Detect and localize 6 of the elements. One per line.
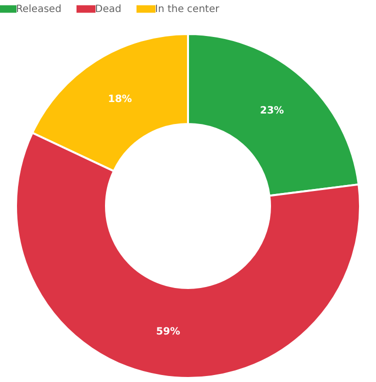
legend-label: Released xyxy=(16,4,62,15)
data-label: 18% xyxy=(108,94,132,105)
data-label: 59% xyxy=(156,326,180,338)
data-label: 23% xyxy=(260,106,284,117)
legend-label: Dead xyxy=(95,4,122,15)
legend-label: In the center xyxy=(155,4,220,15)
